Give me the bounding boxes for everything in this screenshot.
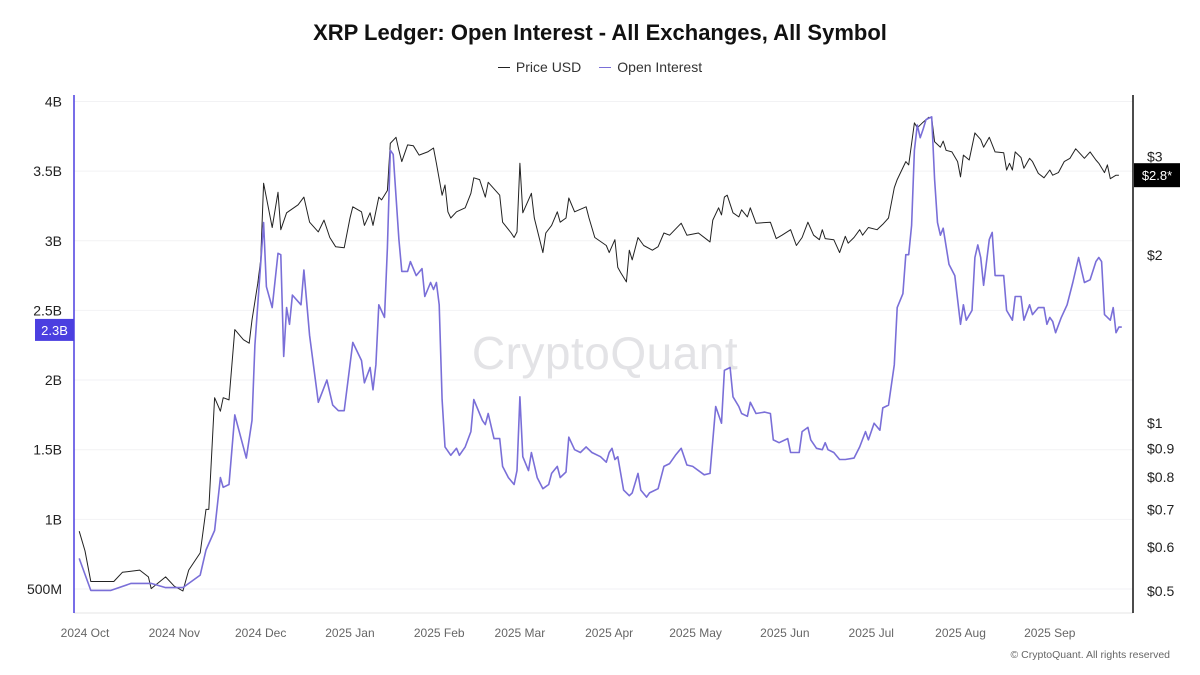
- x-tick-label: 2025 Sep: [1024, 626, 1076, 640]
- x-tick-label: 2025 Aug: [935, 626, 986, 640]
- current-price-label: $2.8*: [1142, 168, 1172, 183]
- left-tick-label: 4B: [45, 93, 62, 109]
- legend-swatch-price: [497, 66, 510, 68]
- current-price-badge: [1134, 163, 1180, 188]
- x-tick-label: 2024 Oct: [61, 626, 110, 640]
- series-line-open-interest: [78, 116, 1122, 592]
- legend-item-price[interactable]: Price USD: [497, 59, 582, 75]
- chart-title: XRP Ledger: Open Interest - All Exchange…: [313, 20, 887, 45]
- left-tick-label: 2.5B: [33, 302, 62, 318]
- x-tick-label: 2025 Jun: [760, 626, 809, 640]
- x-tick-label: 2024 Nov: [149, 626, 200, 640]
- right-tick-label: $0.5: [1147, 583, 1174, 599]
- right-tick-label: $3: [1147, 149, 1163, 165]
- right-tick-label: $0.6: [1147, 539, 1174, 555]
- series-line-price: [78, 116, 1119, 592]
- x-tick-label: 2025 Jan: [325, 626, 374, 640]
- watermark-logo: CryptoQuant: [471, 327, 739, 379]
- left-tick-label: 1B: [45, 511, 62, 527]
- left-tick-label: 1.5B: [33, 442, 62, 458]
- left-tick-label: 500M: [27, 581, 62, 597]
- left-tick-label: 2B: [45, 372, 62, 388]
- legend-label-price: Price USD: [515, 59, 582, 75]
- copyright-footer: © CryptoQuant. All rights reserved: [1010, 649, 1170, 661]
- current-oi-label: 2.3B: [41, 323, 68, 338]
- x-tick-label: 2025 Apr: [585, 626, 633, 640]
- x-tick-label: 2025 Mar: [495, 626, 546, 640]
- right-tick-label: $2: [1147, 247, 1163, 263]
- legend: Price USD Open Interest: [0, 59, 1200, 75]
- x-tick-label: 2024 Dec: [235, 626, 286, 640]
- x-tick-label: 2025 Feb: [414, 626, 465, 640]
- right-tick-label: $1: [1147, 415, 1163, 431]
- x-tick-label: 2025 Jul: [849, 626, 894, 640]
- left-tick-label: 3B: [45, 233, 62, 249]
- legend-item-open-interest[interactable]: Open Interest: [599, 59, 702, 75]
- x-tick-label: 2025 May: [669, 626, 722, 640]
- right-tick-label: $0.9: [1147, 441, 1174, 457]
- legend-label-open-interest: Open Interest: [617, 59, 703, 75]
- current-oi-badge: [35, 318, 74, 341]
- legend-swatch-open-interest: [599, 66, 612, 68]
- left-tick-label: 3.5B: [33, 163, 62, 179]
- right-tick-label: $0.7: [1147, 501, 1174, 517]
- right-tick-label: $0.8: [1147, 469, 1174, 485]
